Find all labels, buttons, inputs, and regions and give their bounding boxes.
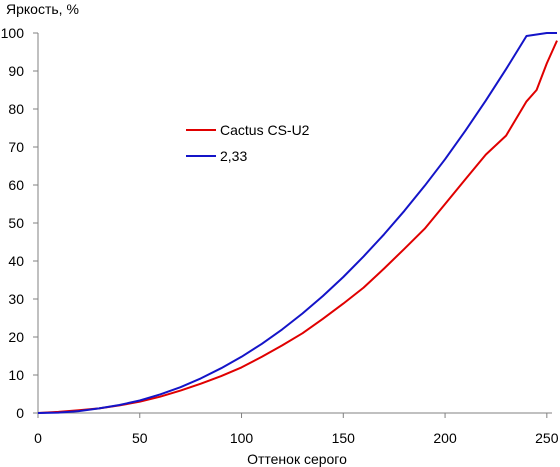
y-tick-label: 80 — [8, 101, 24, 117]
y-tick-label: 60 — [8, 177, 24, 193]
x-tick-label: 100 — [230, 430, 254, 446]
x-tick-label: 200 — [433, 430, 457, 446]
x-axis-title: Оттенок серого — [247, 451, 347, 467]
y-tick-label: 90 — [8, 63, 24, 79]
y-tick-label: 0 — [16, 405, 24, 421]
x-tick-label: 0 — [34, 430, 42, 446]
legend: Cactus CS-U2 2,33 — [186, 122, 310, 164]
x-tick-label: 150 — [332, 430, 356, 446]
y-tick-label: 10 — [8, 367, 24, 383]
series-layer — [37, 32, 558, 414]
y-tick-label: 70 — [8, 139, 24, 155]
y-tick-label: 30 — [8, 291, 24, 307]
y-tick-label: 50 — [8, 215, 24, 231]
legend-label-0: Cactus CS-U2 — [220, 122, 310, 138]
y-axis-title: Яркость, % — [6, 1, 79, 17]
x-tick-label: 250 — [535, 430, 559, 446]
y-tick-label: 20 — [8, 329, 24, 345]
y-axis-ticks: 0 10 20 30 40 50 60 70 80 90 100 — [1, 25, 38, 421]
x-tick-label: 50 — [132, 430, 148, 446]
series-line-0 — [37, 40, 558, 414]
x-axis-ticks: 0 50 100 150 200 250 — [34, 413, 559, 446]
series-line-1 — [37, 32, 557, 414]
y-tick-label: 40 — [8, 253, 24, 269]
y-tick-label: 100 — [1, 25, 25, 41]
legend-label-1: 2,33 — [220, 148, 247, 164]
